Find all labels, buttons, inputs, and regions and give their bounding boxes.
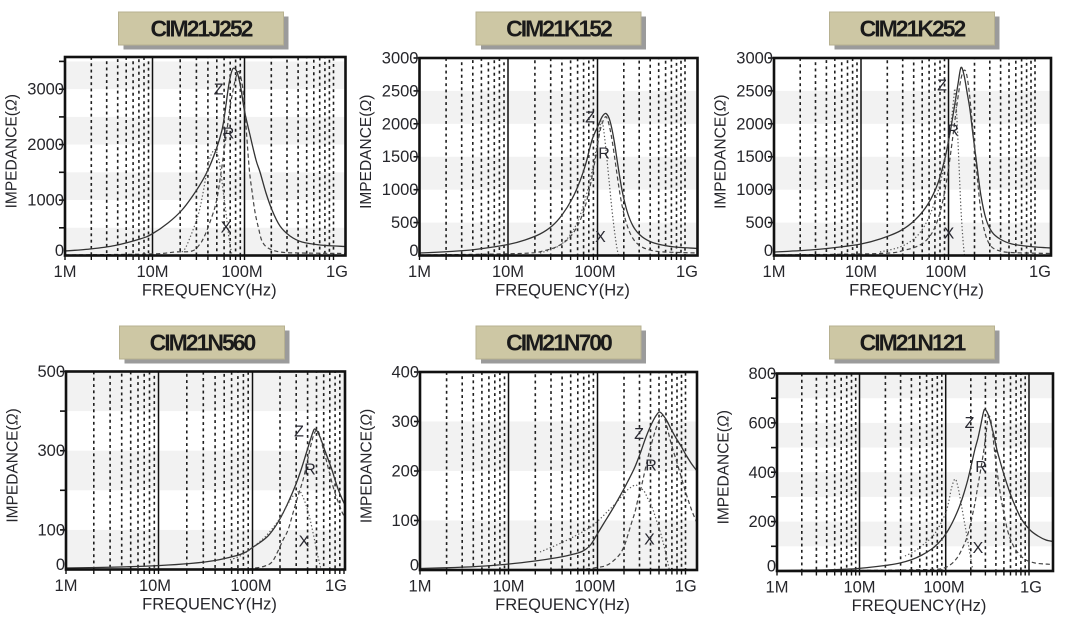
svg-text:CIM21N121: CIM21N121 [860,330,967,356]
svg-text:IMPEDANCE(Ω): IMPEDANCE(Ω) [5,408,22,522]
svg-text:100M: 100M [230,577,271,595]
svg-text:1M: 1M [55,577,78,595]
svg-text:FREQUENCY(Hz): FREQUENCY(Hz) [142,282,277,300]
svg-text:X: X [299,534,310,551]
svg-text:100M: 100M [925,263,966,281]
svg-text:X: X [644,532,655,549]
svg-text:Z: Z [965,415,975,432]
svg-text:1000: 1000 [27,192,64,210]
svg-text:10M: 10M [492,578,524,596]
svg-text:2500: 2500 [382,82,419,100]
svg-text:IMPEDANCE(Ω): IMPEDANCE(Ω) [358,95,375,209]
svg-text:1G: 1G [1029,263,1051,281]
svg-text:100M: 100M [574,578,615,596]
svg-text:100M: 100M [574,263,615,281]
svg-text:1G: 1G [676,263,698,281]
svg-text:500: 500 [37,363,65,381]
svg-text:FREQUENCY(Hz): FREQUENCY(Hz) [849,282,984,300]
svg-text:0: 0 [409,242,418,260]
svg-text:500: 500 [391,214,419,232]
svg-text:100: 100 [391,512,419,530]
svg-text:Z: Z [634,426,644,443]
svg-text:300: 300 [37,442,65,460]
svg-text:R: R [598,146,610,163]
svg-text:10M: 10M [492,263,524,281]
svg-text:1M: 1M [54,263,77,281]
svg-text:800: 800 [748,365,776,383]
svg-text:Z: Z [294,424,304,441]
svg-text:FREQUENCY(Hz): FREQUENCY(Hz) [142,596,277,614]
svg-text:X: X [973,540,984,557]
svg-text:200: 200 [748,513,776,531]
svg-text:2500: 2500 [736,82,773,100]
svg-text:CIM21K152: CIM21K152 [506,16,612,42]
svg-text:3000: 3000 [27,81,64,99]
svg-text:10M: 10M [845,263,877,281]
svg-text:100M: 100M [221,263,262,281]
svg-text:500: 500 [745,214,773,232]
svg-text:1000: 1000 [736,181,773,199]
svg-text:3000: 3000 [736,50,773,68]
svg-text:100M: 100M [923,579,964,597]
svg-text:400: 400 [748,464,776,482]
svg-text:FREQUENCY(Hz): FREQUENCY(Hz) [495,282,630,300]
svg-text:1M: 1M [408,263,431,281]
svg-text:1G: 1G [325,577,347,595]
svg-text:Z: Z [214,82,224,99]
svg-text:0: 0 [767,558,776,576]
svg-text:1M: 1M [763,263,786,281]
svg-text:1000: 1000 [382,181,419,199]
svg-text:1M: 1M [766,579,789,597]
svg-text:600: 600 [748,414,776,432]
svg-text:CIM21N560: CIM21N560 [150,330,256,356]
svg-text:100: 100 [37,521,65,539]
svg-text:R: R [947,123,959,140]
svg-text:1G: 1G [1020,579,1042,597]
svg-text:IMPEDANCE(Ω): IMPEDANCE(Ω) [716,410,733,524]
svg-text:1500: 1500 [736,148,773,166]
svg-text:1500: 1500 [382,148,419,166]
svg-text:IMPEDANCE(Ω): IMPEDANCE(Ω) [4,94,21,208]
svg-text:300: 300 [391,413,419,431]
svg-text:2000: 2000 [27,136,64,154]
svg-text:400: 400 [391,364,419,382]
svg-text:FREQUENCY(Hz): FREQUENCY(Hz) [852,597,987,615]
svg-text:10M: 10M [136,263,168,281]
svg-text:1G: 1G [675,578,697,596]
svg-text:Z: Z [937,78,947,95]
svg-text:X: X [595,229,606,246]
svg-text:Z: Z [585,110,595,127]
svg-text:10M: 10M [139,577,171,595]
svg-text:R: R [645,458,657,475]
svg-text:2000: 2000 [382,115,419,133]
svg-text:200: 200 [391,463,419,481]
svg-text:0: 0 [764,242,773,260]
svg-text:10M: 10M [843,579,875,597]
svg-text:R: R [223,126,235,143]
svg-text:R: R [304,462,316,479]
svg-text:CIM21K252: CIM21K252 [860,16,966,42]
svg-text:X: X [944,226,955,243]
svg-text:0: 0 [410,557,419,575]
svg-text:2000: 2000 [736,115,773,133]
svg-text:3000: 3000 [382,50,419,68]
svg-text:CIM21J252: CIM21J252 [151,16,253,42]
svg-text:0: 0 [55,242,64,260]
svg-text:FREQUENCY(Hz): FREQUENCY(Hz) [495,596,630,614]
svg-text:R: R [975,459,987,476]
svg-text:0: 0 [56,556,65,574]
svg-text:CIM21N700: CIM21N700 [506,330,612,356]
svg-text:1G: 1G [326,263,348,281]
svg-text:IMPEDANCE(Ω): IMPEDANCE(Ω) [713,95,730,209]
svg-text:1M: 1M [409,578,432,596]
svg-text:IMPEDANCE(Ω): IMPEDANCE(Ω) [359,409,376,523]
svg-text:X: X [221,220,232,237]
